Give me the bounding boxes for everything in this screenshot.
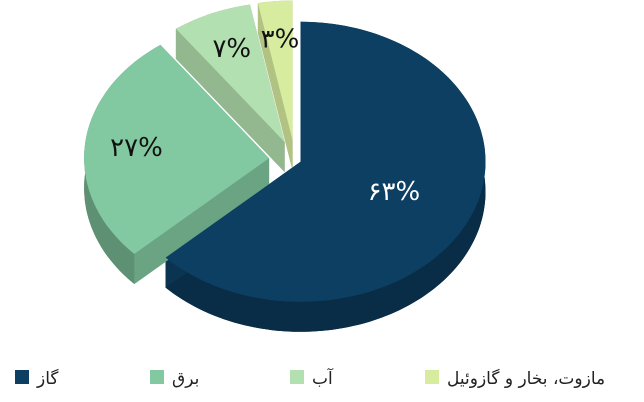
data-label: ۳% <box>261 25 300 55</box>
legend-swatch <box>425 370 439 384</box>
legend-swatch <box>150 370 164 384</box>
slice <box>165 21 486 302</box>
data-label: ۲۷% <box>110 133 163 163</box>
legend-swatch <box>15 370 29 384</box>
legend-label: گاز <box>36 368 59 389</box>
legend-swatch <box>290 370 304 384</box>
slice <box>257 0 293 141</box>
data-label: ۷% <box>212 34 251 64</box>
slice <box>175 4 285 143</box>
slice-edge <box>175 28 285 173</box>
slice-edge <box>134 158 270 284</box>
legend-label: برق <box>172 369 199 389</box>
data-label: ۶۳% <box>368 177 421 207</box>
slice-edge <box>257 3 293 171</box>
legend-label: مازوت، بخار و گازوئیل <box>447 368 605 389</box>
legend-label: آب <box>312 367 334 389</box>
slice <box>84 44 270 255</box>
slice-wall <box>165 21 486 332</box>
